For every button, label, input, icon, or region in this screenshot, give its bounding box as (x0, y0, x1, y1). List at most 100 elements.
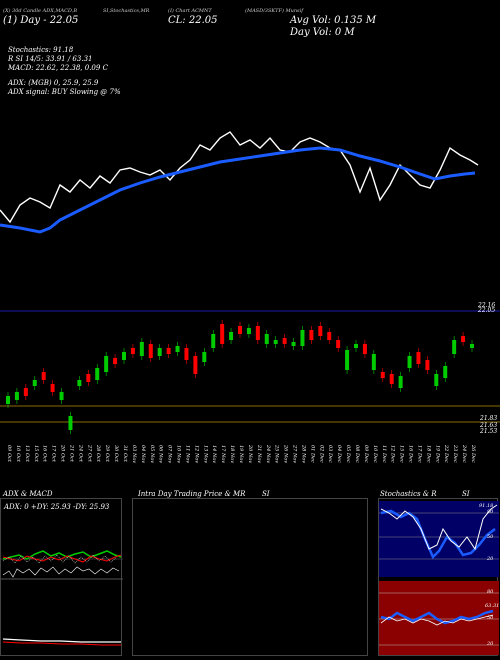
date-label: 04 Nov (140, 445, 146, 463)
rsi-20-label: 20 (487, 641, 494, 647)
date-label: 28 Oct (95, 444, 101, 463)
candle (300, 330, 305, 346)
candle (220, 324, 225, 344)
date-label: 24 Dec (461, 444, 467, 463)
adx-panel-title: ADX & MACD (3, 490, 53, 498)
date-label: 06 Nov (158, 445, 164, 463)
price-label-1: 22.16 (478, 302, 496, 309)
plus-di-line (2, 550, 122, 560)
date-label: 29 Oct (104, 444, 110, 463)
date-label: 05 Nov (149, 445, 155, 463)
date-label: 27 Oct (86, 444, 92, 463)
date-label: 04 Dec (336, 445, 342, 463)
candle (443, 366, 448, 378)
date-label: 12 Nov (193, 445, 199, 463)
candle (122, 352, 126, 360)
candle (354, 344, 358, 348)
date-label: 24 Oct (77, 444, 83, 463)
date-label: 17 Nov (220, 445, 226, 463)
date-label: 13 Oct (24, 445, 30, 463)
date-label: 14 Nov (211, 445, 217, 463)
candle (202, 352, 207, 362)
date-axis: 09 Oct 10 Oct 13 Oct 15 Oct 16 Oct 17 Oct 20 O… (6, 444, 476, 463)
intraday-panel-si: SI (262, 490, 270, 498)
date-label: 09 Dec (363, 445, 369, 463)
header-avg-vol: Avg Vol: 0.135 M (290, 15, 377, 26)
date-label: 25 Nov (274, 444, 280, 463)
adx-line (2, 554, 118, 564)
candle (264, 334, 269, 344)
candle (148, 344, 153, 358)
candle (50, 384, 55, 392)
candle (327, 332, 332, 340)
price-label-2: 22.05 (478, 307, 496, 314)
minus-di-line (2, 554, 122, 563)
moving-average-line (0, 146, 476, 234)
candle (380, 372, 385, 378)
date-label: 10 Dec (372, 445, 378, 463)
date-label: 31 Oct (122, 445, 128, 463)
date-label: 10 Oct (15, 445, 21, 463)
candle (238, 326, 242, 334)
candle (291, 342, 296, 346)
rsi-value-label: 63.31 (485, 603, 500, 609)
candle (166, 348, 171, 354)
date-label: 24 Nov (265, 444, 271, 463)
candle (336, 340, 341, 348)
date-label: 21 Nov (256, 444, 262, 463)
intraday-panel (132, 498, 368, 656)
date-label: 18 Dec (425, 445, 431, 463)
rsi-line (380, 609, 494, 625)
date-label: 20 Nov (247, 444, 253, 463)
candle (14, 392, 19, 400)
stoch-panel-title: Stochastics & R (380, 490, 437, 498)
date-label: 15 Oct (33, 445, 39, 463)
rsi-80-label: 80 (487, 589, 494, 595)
date-label: 09 Oct (6, 445, 12, 463)
date-label: 23 Dec (452, 444, 458, 463)
price-line (0, 131, 479, 224)
stochastics-readout: Stochastics: 91.18 (8, 46, 74, 54)
candle (434, 374, 439, 386)
date-label: 28 Nov (300, 444, 306, 463)
date-label: 26 Nov (283, 444, 289, 463)
date-label: 16 Oct (42, 445, 48, 463)
candle (255, 326, 260, 340)
date-label: 22 Dec (443, 444, 449, 463)
candle (104, 356, 109, 372)
stoch-20-label: 20 (487, 556, 494, 562)
date-label: 19 Dec (434, 445, 440, 463)
date-label: 13 Nov (202, 445, 208, 463)
date-label: 17 Oct (51, 445, 57, 463)
rsi-background (379, 581, 499, 655)
date-label: 05 Dec (345, 445, 351, 463)
candle (59, 392, 64, 400)
header-day-vol: Day Vol: 0 M (290, 27, 355, 38)
date-label: 11 Nov (184, 445, 190, 463)
candle (6, 396, 10, 404)
date-label: 26 Dec (470, 444, 476, 463)
candle (229, 332, 234, 340)
candle (41, 372, 46, 380)
date-label: 16 Dec (408, 445, 414, 463)
adx-panel-chart (1, 550, 123, 646)
candle (389, 374, 394, 384)
macd-signal-line (2, 641, 121, 646)
candle (345, 350, 350, 370)
candle (452, 340, 457, 354)
candle (113, 358, 118, 364)
main-chart: 09 Oct 10 Oct 13 Oct 15 Oct 16 Oct 17 Oct 20 O… (0, 131, 500, 463)
candle (407, 356, 412, 368)
header-line1b: SI,Stochastics,MR (103, 8, 150, 14)
stoch-panel-si: SI (462, 490, 470, 498)
header-line1d: (MASD/3SKTF) Munsif (245, 8, 304, 14)
date-label: 21 Oct (68, 444, 74, 463)
candle (309, 330, 314, 340)
date-label: 19 Nov (238, 445, 244, 463)
candlestick-series (6, 320, 474, 434)
date-label: 20 Oct (60, 444, 66, 463)
stoch-panel: 80 50 20 91.18 80 50 20 63.31 (378, 498, 500, 656)
adx-signal-readout: ADX signal: BUY Slowing @ 7% (8, 88, 121, 96)
macd-histogram-line (2, 566, 120, 578)
candle (130, 348, 135, 354)
